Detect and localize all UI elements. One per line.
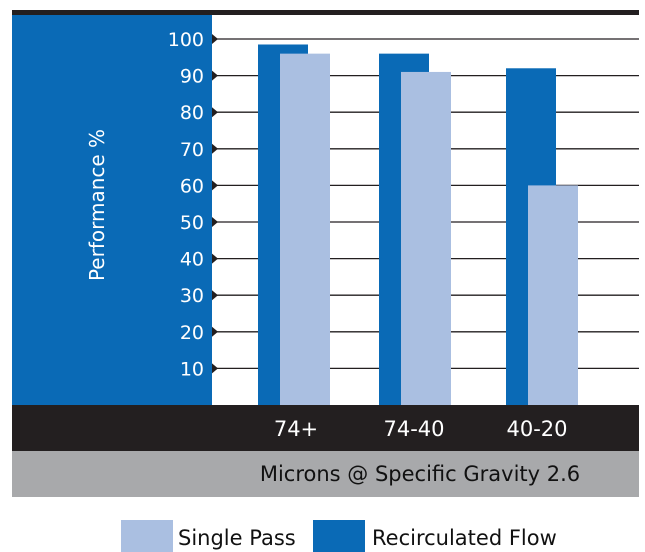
x-axis-title-band — [12, 451, 639, 497]
tick-marker — [212, 143, 218, 154]
bar-single-pass — [528, 185, 578, 405]
legend-swatch — [313, 520, 365, 552]
y-tick-label: 10 — [180, 358, 204, 380]
bar-single-pass — [401, 71, 451, 405]
legend-label: Recirculated Flow — [372, 526, 557, 550]
category-band — [12, 405, 639, 451]
tick-marker — [212, 217, 218, 227]
top-border — [12, 10, 639, 15]
y-tick-label: 90 — [180, 66, 204, 88]
y-tick-label: 20 — [180, 322, 204, 344]
x-tick-labels: 74+ 74-40 40-20 — [274, 417, 568, 441]
tick-marker — [212, 326, 218, 337]
x-tick-label: 40-20 — [506, 417, 567, 441]
x-axis-title: Microns @ Specific Gravity 2.6 — [260, 462, 580, 486]
tick-marker — [212, 290, 218, 301]
tick-marker — [212, 180, 218, 191]
tick-marker — [212, 70, 218, 81]
y-tick-label: 60 — [180, 175, 204, 197]
y-tick-label: 80 — [180, 102, 204, 124]
tick-marker — [212, 107, 218, 118]
x-tick-label: 74+ — [274, 417, 318, 441]
tick-marker — [212, 363, 218, 374]
legend: Single Pass Recirculated Flow — [121, 520, 557, 552]
bars — [258, 44, 578, 406]
y-tick-label: 30 — [180, 285, 204, 307]
bar-single-pass — [280, 53, 330, 405]
y-tick-labels: 10 20 30 40 50 60 70 80 90 100 — [168, 29, 204, 380]
y-tick-label: 40 — [180, 249, 204, 271]
y-axis-panel — [12, 15, 212, 405]
y-tick-label: 100 — [168, 29, 204, 51]
y-tick-label: 70 — [180, 139, 204, 161]
legend-label: Single Pass — [178, 526, 296, 550]
x-tick-label: 74-40 — [383, 417, 444, 441]
y-axis-title: Performance % — [85, 129, 109, 281]
y-tick-label: 50 — [180, 212, 204, 234]
tick-marker — [212, 34, 218, 44]
tick-marker — [212, 253, 218, 264]
legend-swatch — [121, 520, 173, 552]
